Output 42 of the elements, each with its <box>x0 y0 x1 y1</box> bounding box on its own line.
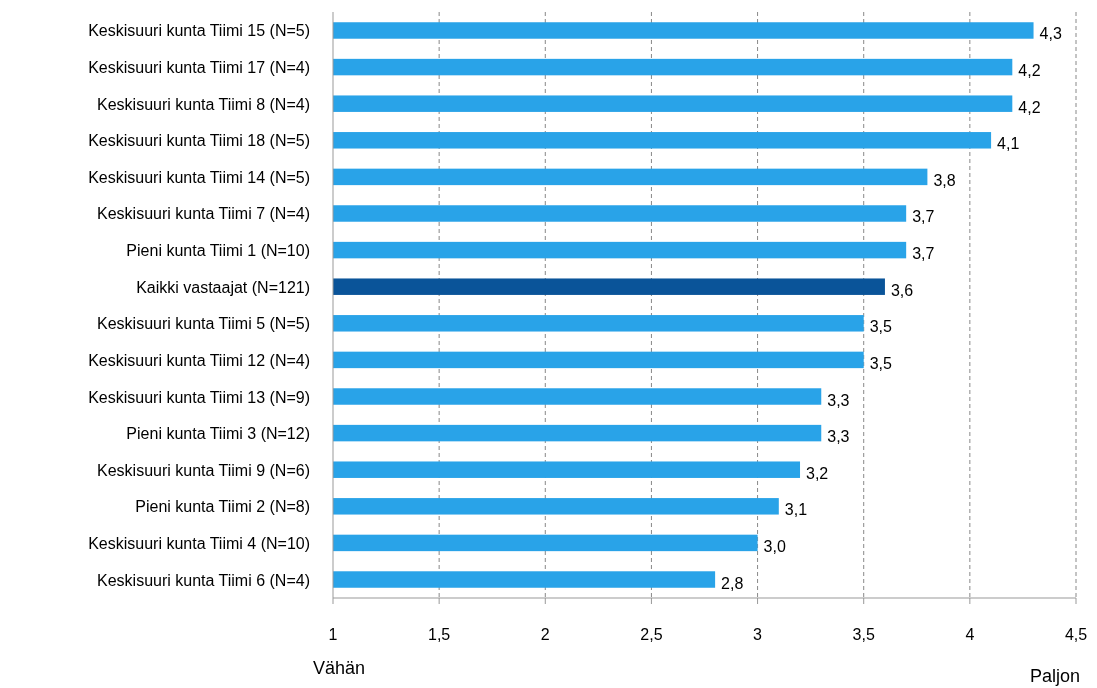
y-tick-label: Pieni kunta Tiimi 2 (N=8) <box>135 498 310 516</box>
data-label: 3,3 <box>827 428 850 446</box>
data-label: 3,3 <box>827 391 850 409</box>
y-tick-label: Keskisuuri kunta Tiimi 4 (N=10) <box>88 534 310 552</box>
data-label: 4,3 <box>1039 25 1062 43</box>
y-tick-label: Keskisuuri kunta Tiimi 7 (N=4) <box>97 205 310 223</box>
data-label: 3,5 <box>869 318 893 336</box>
data-label: 2,8 <box>721 574 744 592</box>
y-tick-label: Pieni kunta Tiimi 3 (N=12) <box>126 425 310 443</box>
y-tick-label: Keskisuuri kunta Tiimi 12 (N=4) <box>88 351 310 369</box>
data-label: 4,1 <box>997 135 1020 153</box>
text: Paljon <box>1029 666 1080 686</box>
data-label: 3,8 <box>933 171 956 189</box>
data-label: 3,6 <box>890 281 914 299</box>
x-tick-label: 4,5 <box>1064 626 1088 643</box>
x-tick-label: 1,5 <box>428 626 451 643</box>
data-label: 3,2 <box>806 464 829 482</box>
data-label: 4,2 <box>1018 62 1041 80</box>
data-label: 3,7 <box>912 208 935 226</box>
x-tick-label: 3,5 <box>852 626 875 643</box>
y-tick-label: Keskisuuri kunta Tiimi 9 (N=6) <box>97 461 310 479</box>
data-label: 4,2 <box>1018 98 1041 116</box>
y-tick-label: Keskisuuri kunta Tiimi 5 (N=5) <box>97 315 310 333</box>
y-tick-label: Kaikki vastaajat (N=121) <box>136 278 310 296</box>
y-tick-label: Keskisuuri kunta Tiimi 18 (N=5) <box>88 132 310 150</box>
x-tick-label: 2,5 <box>640 626 663 643</box>
data-label: 3,5 <box>869 354 893 372</box>
y-tick-label: Keskisuuri kunta Tiimi 14 (N=5) <box>88 168 310 186</box>
y-tick-label: Keskisuuri kunta Tiimi 17 (N=4) <box>88 59 310 77</box>
data-label: 3,7 <box>912 245 935 263</box>
x-tick-label: 2 <box>540 626 550 643</box>
y-tick-label: Keskisuuri kunta Tiimi 8 (N=4) <box>97 95 310 113</box>
data-label: 3,0 <box>763 537 786 555</box>
y-tick-label: Keskisuuri kunta Tiimi 13 (N=9) <box>88 388 310 406</box>
y-tick-label: Keskisuuri kunta Tiimi 15 (N=5) <box>88 22 310 40</box>
y-tick-label: Keskisuuri kunta Tiimi 6 (N=4) <box>97 571 310 589</box>
data-label: 3,1 <box>784 501 808 519</box>
x-tick-label: 3 <box>753 626 763 643</box>
x-tick-label: 1 <box>328 626 338 643</box>
text: Vähän <box>313 658 366 678</box>
y-tick-label: Pieni kunta Tiimi 1 (N=10) <box>126 242 310 260</box>
x-tick-label: 4 <box>965 626 975 643</box>
